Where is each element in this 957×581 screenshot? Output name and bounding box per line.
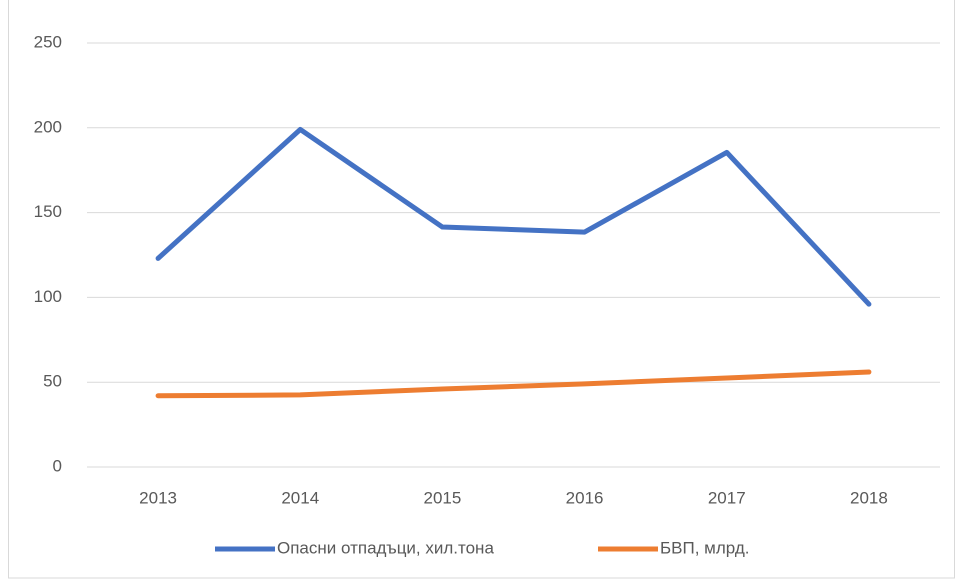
y-tick-label: 100 — [34, 287, 62, 306]
legend-label: БВП, млрд. — [660, 538, 749, 557]
x-tick-label: 2014 — [281, 488, 319, 507]
x-tick-label: 2013 — [139, 488, 177, 507]
x-tick-label: 2018 — [850, 488, 888, 507]
y-tick-label: 250 — [34, 32, 62, 51]
chart-border — [8, 0, 955, 579]
x-tick-label: 2015 — [424, 488, 462, 507]
y-tick-label: 50 — [43, 372, 62, 391]
x-tick-label: 2016 — [566, 488, 604, 507]
line-series — [155, 369, 872, 399]
y-tick-label: 200 — [34, 117, 62, 136]
legend-label: Опасни отпадъци, хил.тона — [277, 538, 494, 557]
line-series — [155, 126, 872, 307]
y-tick-label: 150 — [34, 202, 62, 221]
y-tick-label: 0 — [53, 456, 62, 475]
x-tick-label: 2017 — [708, 488, 746, 507]
